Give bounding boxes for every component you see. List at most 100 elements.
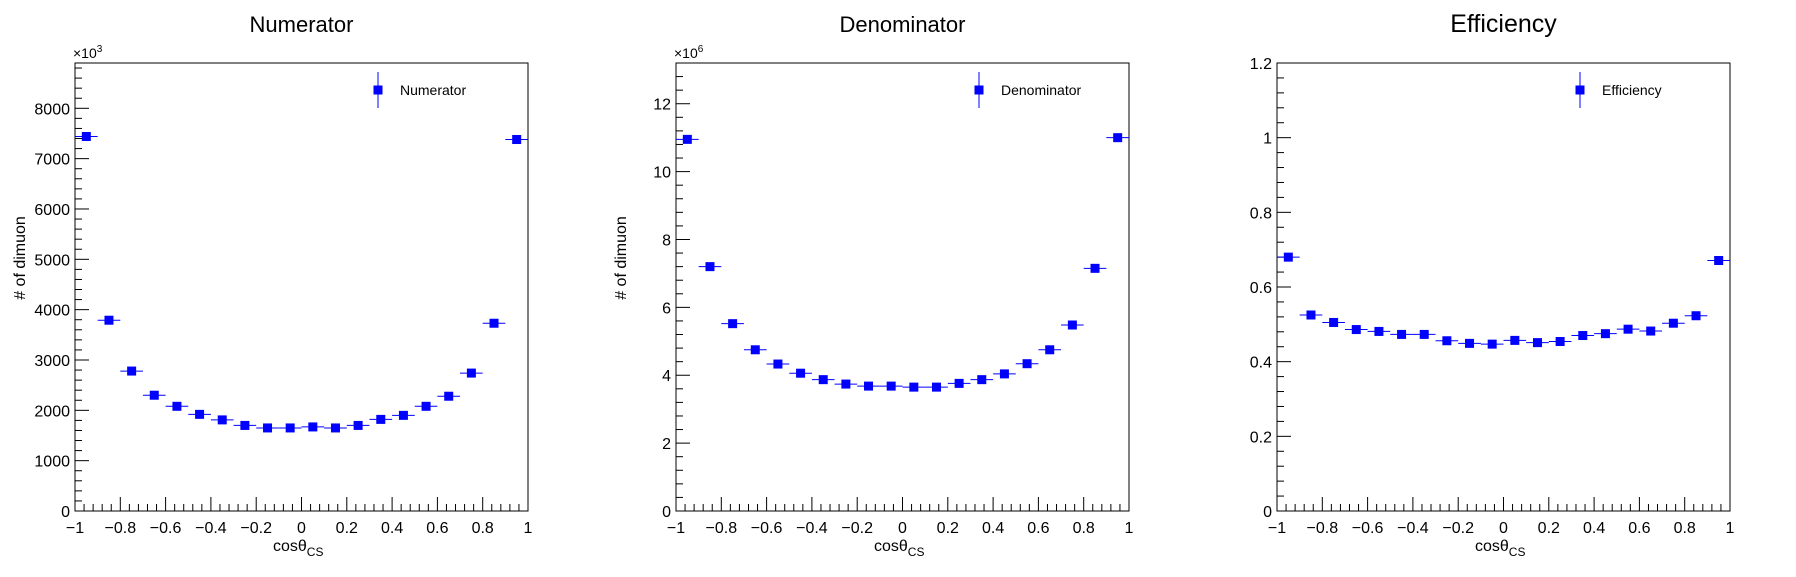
data-marker [1045,345,1055,355]
data-marker [489,318,499,328]
data-point [1480,339,1504,349]
data-point [721,319,744,329]
chart-panel-1: Numerator −1 −0.8 −0.6 −0.4 −0.2 0 0.2 0.4 0.6 0.8… [12,12,533,559]
x-axis-label: cosθCS [1475,538,1525,559]
x-tick-label: −0.8 [706,520,738,537]
x-tick-label: 0.2 [336,520,358,537]
x-tick-label: 0.2 [1538,520,1560,537]
x-tick-label: −0.6 [751,520,783,537]
chart-title: Numerator [250,12,354,37]
x-tick-label: 0.4 [982,520,1004,537]
data-marker [1419,329,1429,339]
data-marker [195,409,205,419]
y-tick-label: 1 [1263,131,1272,148]
data-marker [1351,325,1361,335]
legend-label: Efficiency [1602,82,1662,98]
data-marker [127,366,137,376]
data-point [766,359,790,369]
data-marker [864,381,874,391]
data-point [482,318,506,328]
data-point [1435,336,1459,346]
data-point [1616,324,1640,334]
x-axis-label: cosθCS [874,538,924,559]
x-tick-label: 0.8 [1073,520,1095,537]
data-marker [444,391,454,401]
data-marker [1578,331,1588,341]
data-marker [1623,324,1633,334]
y-tick-label: 5000 [34,252,70,269]
y-tick-label: 3000 [34,353,70,370]
data-point [1061,320,1084,330]
data-point [301,422,325,432]
x-tick-label: −0.6 [150,520,182,537]
data-point [256,423,279,433]
data-point [1015,359,1039,369]
x-tick-label: −0.4 [195,520,227,537]
x-axis-label-main: cosθ [1475,538,1509,555]
legend-marker [1575,85,1585,95]
data-point [834,379,858,389]
data-point [165,401,189,411]
x-tick-label: 0.8 [1674,520,1696,537]
x-axis-label-subscript: CS [908,545,925,559]
x-tick-label: 0.8 [472,520,494,537]
y-tick-label: 1000 [34,454,70,471]
data-marker [682,134,692,144]
data-point [210,415,234,425]
data-point [1412,329,1436,339]
data-marker [1714,255,1724,265]
data-marker [977,375,987,385]
data-marker [376,414,386,424]
data-marker [1600,329,1610,339]
data-marker [330,423,340,433]
data-marker [1555,337,1565,347]
x-tick-label: 0.6 [1628,520,1650,537]
data-marker [1329,317,1339,327]
x-tick-label: −0.4 [1397,520,1429,537]
plot-frame [74,62,529,512]
y-tick-label: 10 [653,165,671,182]
data-marker [466,368,476,378]
data-marker [512,135,522,145]
data-marker [1022,359,1032,369]
y-tick-label: 7000 [34,152,70,169]
data-point [1707,255,1730,265]
data-marker [705,262,715,272]
chart-title: Denominator [840,12,966,37]
data-point [324,423,347,433]
data-marker [909,382,919,392]
x-tick-label: 0 [898,520,907,537]
data-point [188,409,211,419]
data-marker [999,369,1009,379]
y-axis-label: # of dimuon [613,216,630,300]
legend-label: Numerator [400,82,466,98]
y-tick-label: 0 [61,504,70,521]
data-marker [285,423,295,433]
data-point [1458,338,1481,348]
data-point [392,410,415,420]
x-tick-label: 1 [1125,520,1134,537]
x-tick-label: 0 [297,520,306,537]
legend-marker [373,85,383,95]
data-marker [954,378,964,388]
data-point [1639,326,1663,336]
y-tick-label: 6 [662,300,671,317]
data-marker [886,381,896,391]
legend: Denominator [974,72,1081,108]
data-point [369,414,393,424]
x-tick-label: −0.8 [1307,520,1339,537]
x-axis-label-main: cosθ [273,538,307,555]
x-tick-label: −0.6 [1352,520,1384,537]
data-point [346,420,370,430]
x-tick-label: 0.4 [381,520,403,537]
chart-panel-3: Efficiency −1 −0.8 −0.6 −0.4 −0.2 0 0.2 0.4 0.6 0.… [1250,10,1735,559]
y-exponent-label: ×106 [674,44,704,61]
x-tick-label: −0.8 [105,520,137,537]
y-tick-label: 2000 [34,403,70,420]
data-point [278,423,302,433]
y-tick-label: 0.8 [1250,205,1272,222]
x-tick-label: −0.2 [1442,520,1474,537]
y-tick-label: 0.6 [1250,280,1272,297]
data-point [1322,317,1345,327]
